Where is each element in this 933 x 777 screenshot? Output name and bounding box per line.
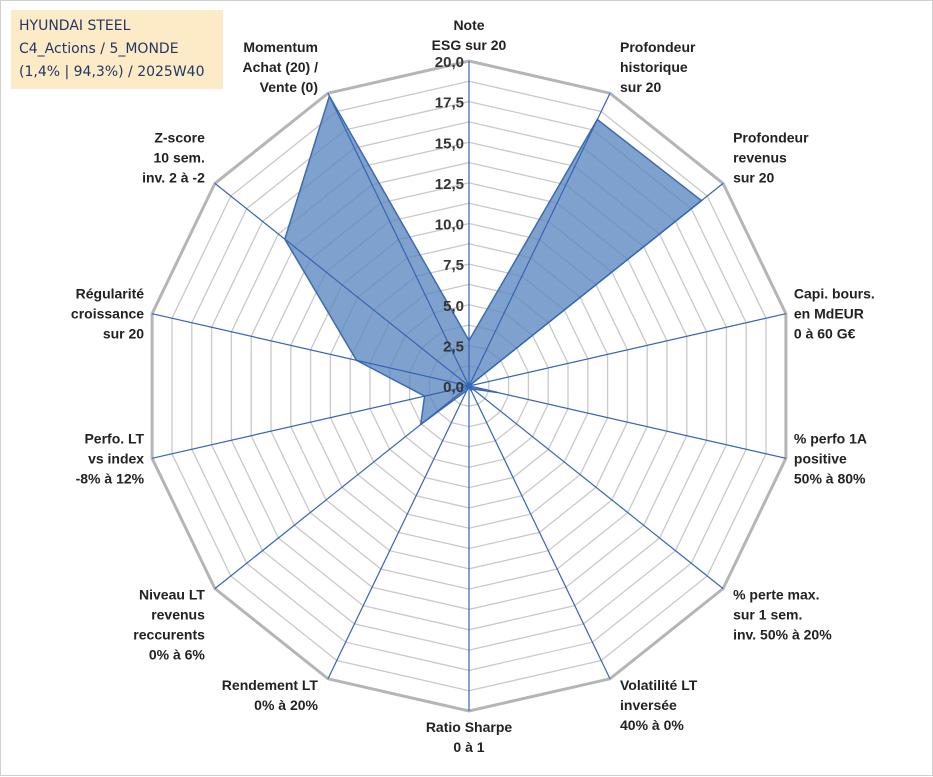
tick-label: 7,5 xyxy=(443,257,464,274)
axis-label: revenus xyxy=(733,149,787,165)
tick-label: 17,5 xyxy=(435,95,464,112)
radar-series xyxy=(285,96,702,425)
axis-label: Capi. bours. xyxy=(794,286,875,302)
axis-label: Profondeur xyxy=(733,129,809,145)
tick-label: 20,0 xyxy=(435,54,464,71)
axis-label: 0 à 60 G€ xyxy=(794,326,856,342)
axis-label-group: Z-score 10 sem. inv. 2 à -2 xyxy=(142,129,205,185)
company-name: HYUNDAI STEEL xyxy=(19,15,215,38)
axis-spoke xyxy=(469,386,610,679)
axis-label: Ratio Sharpe xyxy=(426,719,513,735)
axis-label-group: Profondeur revenus sur 20 xyxy=(733,129,809,185)
tick-label: 0,0 xyxy=(443,379,464,396)
axis-label-group: Niveau LT revenus reccurents 0% à 6% xyxy=(133,587,205,663)
axis-label-group: % perfo 1A positive 50% à 80% xyxy=(794,430,867,486)
axis-label: positive xyxy=(794,450,847,466)
axis-label: Profondeur xyxy=(620,39,696,55)
axis-label: -8% à 12% xyxy=(76,470,145,486)
axis-label: revenus xyxy=(151,607,205,623)
axis-label: sur 20 xyxy=(733,169,774,185)
axis-label-group: Note ESG sur 20 xyxy=(432,17,507,53)
axis-label: Note xyxy=(453,17,484,33)
tick-label: 12,5 xyxy=(435,176,464,193)
axis-label-group: Momentum Achat (20) / Vente (0) xyxy=(243,39,319,95)
info-box: HYUNDAI STEEL C4_Actions / 5_MONDE (1,4%… xyxy=(11,10,223,89)
axis-label: Momentum xyxy=(243,39,318,55)
axis-label-group: Ratio Sharpe 0 à 1 xyxy=(426,719,513,755)
axis-label: Rendement LT xyxy=(222,677,319,693)
portfolio-category: C4_Actions / 5_MONDE xyxy=(19,38,215,61)
axis-label: inversée xyxy=(620,697,677,713)
axis-label: Niveau LT xyxy=(139,587,205,603)
axis-spoke xyxy=(215,386,469,589)
axis-label: 0% à 20% xyxy=(254,697,318,713)
axis-spoke xyxy=(469,386,723,589)
axis-label: en MdEUR xyxy=(794,306,864,322)
axis-label: inv. 2 à -2 xyxy=(142,169,205,185)
axis-label-group: Régularité croissance sur 20 xyxy=(71,286,144,342)
axis-label-group: Perfo. LT vs index -8% à 12% xyxy=(76,430,145,486)
axis-label: sur 20 xyxy=(103,326,144,342)
axis-label: Achat (20) / xyxy=(243,59,319,75)
axis-label: % perte max. xyxy=(733,587,819,603)
axis-label-group: Rendement LT 0% à 20% xyxy=(222,677,319,713)
axis-label: Régularité xyxy=(76,286,145,302)
series-area xyxy=(285,96,702,424)
tick-label: 5,0 xyxy=(443,298,464,315)
axis-label-group: % perte max. sur 1 sem. inv. 50% à 20% xyxy=(733,587,832,643)
axis-label: sur 1 sem. xyxy=(733,607,802,623)
axis-label: 50% à 80% xyxy=(794,470,866,486)
axis-label: sur 20 xyxy=(620,79,661,95)
axis-label: 40% à 0% xyxy=(620,717,684,733)
axis-label: 0 à 1 xyxy=(453,739,484,755)
axis-label: % perfo 1A xyxy=(794,430,867,446)
axis-label-group: Volatilité LT inversée 40% à 0% xyxy=(620,677,698,733)
stats-week: (1,4% | 94,3%) / 2025W40 xyxy=(19,61,215,84)
axis-label: vs index xyxy=(88,450,144,466)
tick-label: 10,0 xyxy=(435,217,464,234)
axis-label: 10 sem. xyxy=(154,149,205,165)
axis-label: inv. 50% à 20% xyxy=(733,627,832,643)
axis-label: Z-score xyxy=(154,129,205,145)
axis-label-group: Profondeur historique sur 20 xyxy=(620,39,696,95)
tick-label: 2,5 xyxy=(443,338,464,355)
axis-label: Volatilité LT xyxy=(620,677,698,693)
axis-label: croissance xyxy=(71,306,144,322)
tick-label: 15,0 xyxy=(435,135,464,152)
axis-label: reccurents xyxy=(133,627,205,643)
axis-label: ESG sur 20 xyxy=(432,37,507,53)
axis-spoke xyxy=(328,386,469,679)
axis-label: Perfo. LT xyxy=(84,430,144,446)
axis-label: 0% à 6% xyxy=(149,647,206,663)
axis-label: Vente (0) xyxy=(260,79,318,95)
axis-label: historique xyxy=(620,59,688,75)
axis-label-group: Capi. bours. en MdEUR 0 à 60 G€ xyxy=(794,286,875,342)
